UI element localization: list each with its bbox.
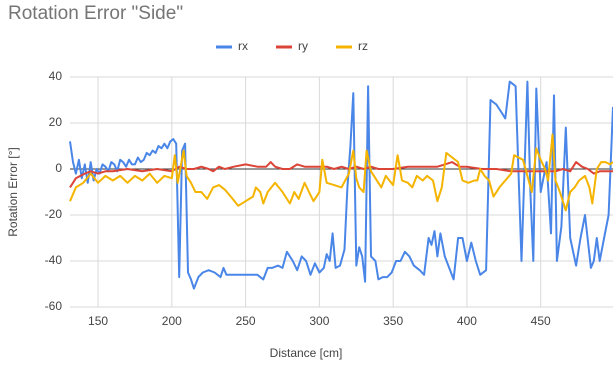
y-tick-label: 20 [49,115,63,129]
series-line [69,133,613,212]
x-tick-label: 400 [457,314,477,328]
legend-label: rz [358,39,368,53]
y-tick-label: 40 [49,69,63,83]
series-line [69,80,613,290]
chart-title: Rotation Error "Side" [8,3,183,24]
x-tick-label: 350 [383,314,403,328]
y-tick-label: -40 [45,253,63,267]
legend-label: rx [238,39,248,53]
y-tick-label: -60 [45,299,63,313]
y-tick-label: 0 [55,161,62,175]
x-tick-label: 150 [88,314,108,328]
x-tick-label: 450 [531,314,551,328]
x-tick-label: 300 [309,314,329,328]
x-axis-label: Distance [cm] [270,346,343,360]
legend-label: ry [298,39,308,53]
y-axis-label: Rotation Error [°] [6,147,20,237]
x-tick-label: 200 [162,314,182,328]
x-tick-label: 250 [236,314,256,328]
y-tick-label: -20 [45,207,63,221]
